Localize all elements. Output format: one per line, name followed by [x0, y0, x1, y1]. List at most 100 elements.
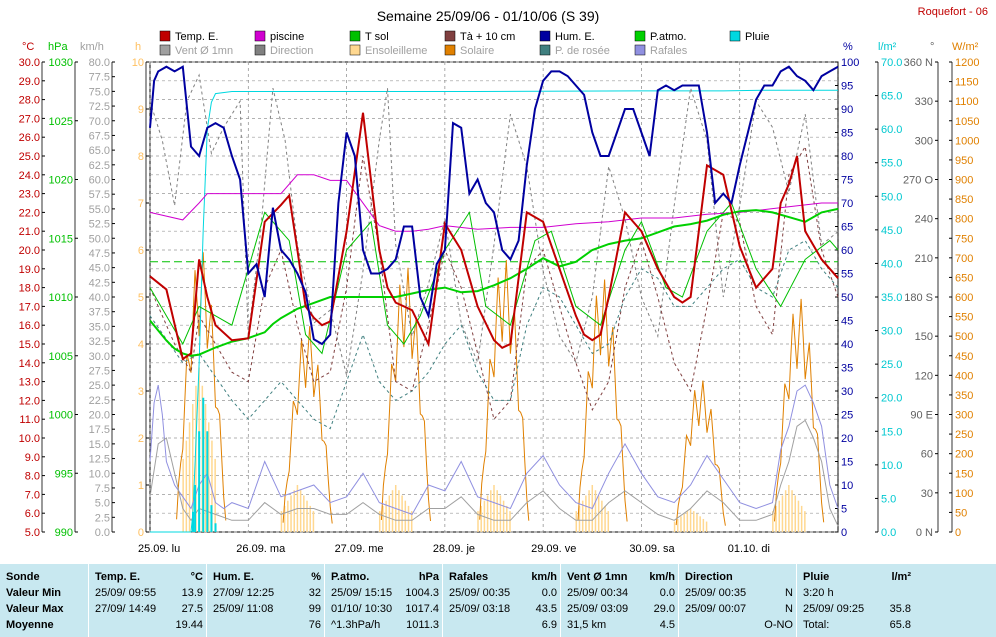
legend-label: piscine [270, 31, 304, 43]
hum-axis-tick-label: 95 [841, 81, 853, 93]
stats-col-vent: Vent Ø 1mn km/h 25/09/ 00:34 0.0 25/09/ 03:0… [560, 564, 679, 637]
temp-axis-tick-label: 9.0 [25, 452, 40, 464]
solar-axis-tick-label: 700 [955, 253, 973, 265]
stats-pluie-unit: l/m² [891, 571, 911, 583]
stats-patmo-time-2: ^1.3hPa/h [331, 619, 381, 631]
wind-axis-tick-label: 62.5 [89, 160, 110, 172]
solar-series [380, 267, 431, 522]
solar-axis-tick-label: 250 [955, 429, 973, 441]
solar-series [282, 326, 333, 524]
wind-axis-tick-label: 7.5 [95, 483, 110, 495]
series-piscine [149, 174, 838, 232]
dir-axis-tick-label: 270 O [903, 175, 933, 187]
solar-axis-tick-label: 0 [955, 527, 961, 539]
stats-pluie-title: Pluie [803, 571, 830, 583]
solar-axis-tick-label: 300 [955, 410, 973, 422]
wind-axis-tick-label: 70.0 [89, 116, 110, 128]
stats-patmo-unit: hPa [418, 571, 439, 583]
dir-axis-tick-label: 150 [915, 331, 933, 343]
series-vent-1mn [149, 419, 839, 527]
sun-axis-tick-label: 5 [138, 292, 144, 304]
wind-axis-tick-label: 35.0 [89, 321, 110, 333]
stats-patmo-value-2: 1011.3 [406, 619, 439, 631]
stats-pluie-time-2: Total: [803, 619, 830, 631]
hum-axis-tick-label: 70 [841, 198, 853, 210]
stats-patmo-title: P.atmo. [331, 571, 370, 583]
wind-axis-tick-label: 32.5 [89, 336, 110, 348]
station-name: Roquefort - 06 [918, 6, 988, 18]
temp-axis-tick-label: 16.0 [19, 320, 40, 332]
legend-swatch [444, 44, 456, 56]
stats-direction-value-2: O-NO [764, 619, 793, 631]
solar-series [479, 259, 530, 521]
temp-axis-tick-label: 11.0 [19, 414, 40, 426]
wind-axis-tick-label: 27.5 [89, 365, 110, 377]
wind-axis-tick-label: 72.5 [89, 101, 110, 113]
solar-axis-tick-label: 950 [955, 155, 973, 167]
legend-label: Tà + 10 cm [460, 31, 515, 43]
temp-axis-tick-label: 14.0 [19, 358, 40, 370]
stats-rafales-time-0: 25/09/ 00:35 [449, 587, 511, 599]
stats-temp-unit: °C [190, 571, 203, 583]
wind-axis-tick-label: 77.5 [89, 72, 110, 84]
hum-axis-tick-label: 75 [841, 175, 853, 187]
stats-hum-value-2: 76 [308, 619, 321, 631]
temp-axis-tick-label: 29.0 [19, 76, 40, 88]
sun-axis-tick-label: 4 [138, 339, 144, 351]
solar-axis-tick-label: 50 [955, 507, 967, 519]
solar-axis-tick-label: 1100 [955, 96, 979, 108]
pressure-axis-tick-label: 1010 [49, 292, 73, 304]
legend-label: Vent Ø 1mn [175, 45, 233, 57]
wind-axis-tick-label: 60.0 [89, 175, 110, 187]
wind-axis-tick-label: 40.0 [89, 292, 110, 304]
temp-axis-tick-label: 5.0 [25, 527, 40, 539]
temp-axis-tick-label: 6.0 [25, 508, 40, 520]
stats-hum-unit: % [311, 571, 321, 583]
stats-vent-title: Vent Ø 1mn [567, 571, 628, 583]
day-label: 30.09. sa [629, 543, 675, 555]
hum-axis-unit: % [843, 41, 853, 53]
legend-swatch [254, 44, 266, 56]
wind-axis-tick-label: 47.5 [89, 248, 110, 260]
solar-axis-tick-label: 200 [955, 449, 973, 461]
stats-temp-time-1: 27/09/ 14:49 [95, 603, 157, 615]
hum-axis-tick-label: 40 [841, 339, 853, 351]
wind-axis-tick-label: 0.0 [95, 527, 110, 539]
legend-swatch [539, 44, 551, 56]
wind-axis-tick-label: 50.0 [89, 233, 110, 245]
sun-axis-tick-label: 7 [138, 198, 144, 210]
stats-direction-value-1: N [785, 603, 793, 615]
rain-axis-tick-label: 50.0 [881, 191, 902, 203]
solar-axis-unit: W/m² [952, 41, 979, 53]
sun-axis-tick-label: 8 [138, 151, 144, 163]
stats-vent-time-2: 31,5 km [567, 619, 607, 631]
hum-axis-tick-label: 100 [841, 57, 859, 69]
stats-hum-title: Hum. E. [213, 571, 254, 583]
temp-axis-tick-label: 20.0 [19, 245, 40, 257]
stats-col-labels: Sonde Valeur Min Valeur Max Moyenne [0, 564, 88, 637]
hum-axis-tick-label: 20 [841, 433, 853, 445]
stats-temp-value-2: 19.44 [175, 619, 203, 631]
wind-axis-tick-label: 42.5 [89, 277, 110, 289]
temp-axis-tick-label: 30.0 [19, 57, 40, 69]
solar-axis-tick-label: 500 [955, 331, 973, 343]
wind-axis-unit: km/h [80, 41, 104, 53]
rain-axis-unit: l/m² [878, 41, 897, 53]
legend-swatch [254, 30, 266, 42]
temp-axis-tick-label: 21.0 [19, 226, 40, 238]
stats-pluie-value-2: 65.8 [889, 619, 911, 631]
stats-header-sonde: Sonde [6, 571, 40, 583]
legend-swatch [634, 30, 646, 42]
weather-chart: Semaine 25/09/06 - 01/10/06 (S 39) Roquef… [19, 6, 988, 555]
wind-axis-tick-label: 52.5 [89, 219, 110, 231]
wind-axis-tick-label: 67.5 [89, 130, 110, 142]
wind-axis-tick-label: 57.5 [89, 189, 110, 201]
day-label: 01.10. di [728, 543, 770, 555]
temp-axis-tick-label: 7.0 [25, 489, 40, 501]
stats-pluie-time-1: 25/09/ 09:25 [803, 603, 865, 615]
rain-axis-tick-label: 45.0 [881, 225, 902, 237]
wind-axis-tick-label: 45.0 [89, 263, 110, 275]
rain-axis-tick-label: 20.0 [881, 393, 902, 405]
wind-axis-tick-label: 5.0 [95, 498, 110, 510]
pressure-axis-tick-label: 990 [55, 527, 73, 539]
